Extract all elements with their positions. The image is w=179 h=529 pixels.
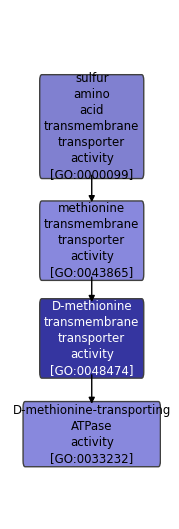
FancyBboxPatch shape xyxy=(40,299,144,378)
Text: methionine
transmembrane
transporter
activity
[GO:0043865]: methionine transmembrane transporter act… xyxy=(44,202,139,279)
FancyBboxPatch shape xyxy=(40,201,144,280)
Text: D-methionine-transporting
ATPase
activity
[GO:0033232]: D-methionine-transporting ATPase activit… xyxy=(13,404,171,464)
Text: D-methionine
transmembrane
transporter
activity
[GO:0048474]: D-methionine transmembrane transporter a… xyxy=(44,300,139,377)
FancyBboxPatch shape xyxy=(40,75,144,179)
FancyBboxPatch shape xyxy=(23,402,160,467)
Text: sulfur
amino
acid
transmembrane
transporter
activity
[GO:0000099]: sulfur amino acid transmembrane transpor… xyxy=(44,72,139,181)
